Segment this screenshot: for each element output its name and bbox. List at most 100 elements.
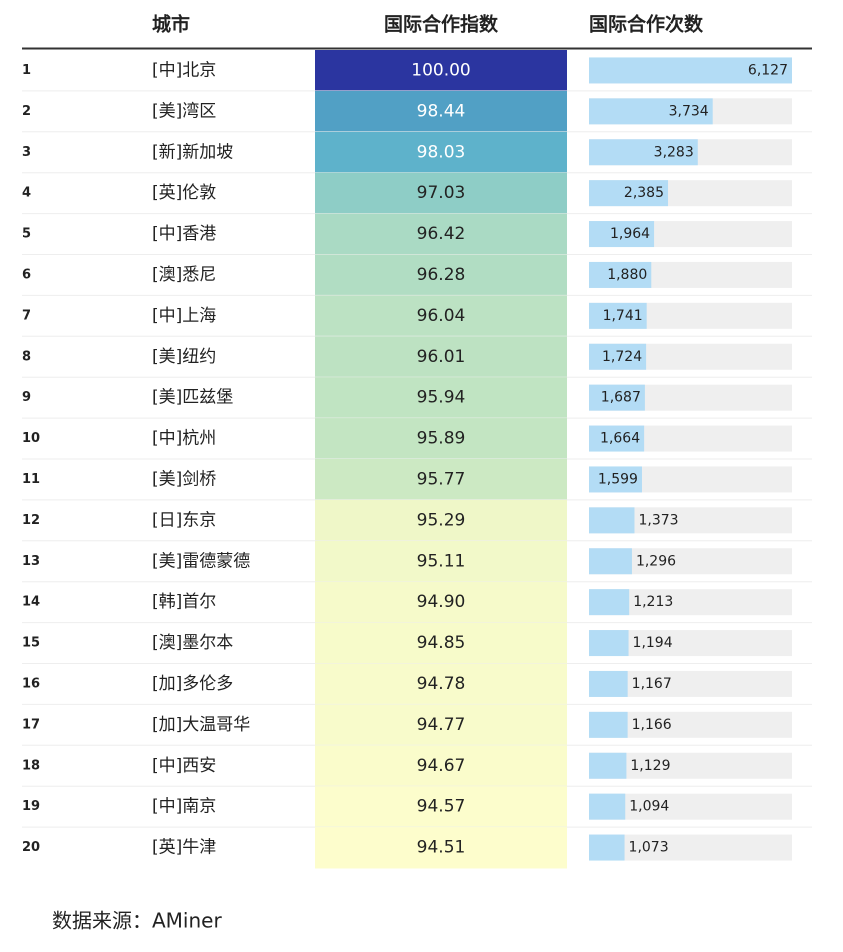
- rank: 3: [22, 145, 31, 160]
- city: [新]新加坡: [152, 142, 233, 162]
- index-cell: [315, 50, 567, 92]
- city: [英]牛津: [152, 838, 216, 858]
- city: [加]大温哥华: [152, 715, 250, 735]
- city: [中]南京: [152, 797, 216, 817]
- count-label: 2,385: [624, 185, 664, 201]
- index-label: 95.89: [417, 429, 466, 449]
- bar: [589, 302, 647, 329]
- count-label: 6,127: [748, 62, 788, 78]
- count-label: 1,194: [633, 635, 673, 651]
- count-label: 1,373: [638, 512, 678, 528]
- bar: [589, 670, 628, 697]
- count-label: 1,213: [633, 594, 673, 610]
- bar: [589, 261, 652, 288]
- bar: [589, 548, 632, 575]
- city: [日]东京: [152, 510, 216, 530]
- index-label: 97.03: [417, 183, 466, 203]
- index-label: 95.11: [417, 551, 466, 571]
- index-label: 94.77: [417, 715, 466, 735]
- count-label: 1,741: [603, 308, 643, 324]
- index-cell: [315, 377, 567, 419]
- rank: 12: [22, 513, 40, 528]
- city: [中]上海: [152, 306, 216, 326]
- rank: 20: [22, 840, 40, 855]
- index-cell: [315, 254, 567, 296]
- rank: 1: [22, 63, 31, 78]
- rank: 16: [22, 676, 40, 691]
- index-label: 98.03: [417, 142, 466, 162]
- bar: [589, 711, 628, 738]
- rank: 19: [22, 799, 40, 814]
- bar: [589, 752, 627, 779]
- index-label: 94.51: [417, 838, 466, 858]
- count-label: 3,283: [654, 144, 694, 160]
- index-cell: [315, 745, 567, 787]
- index-label: 95.94: [417, 388, 466, 408]
- rank: 11: [22, 472, 40, 487]
- bar: [589, 507, 635, 534]
- header-index: 国际合作指数: [384, 13, 499, 36]
- index-cell: [315, 704, 567, 746]
- bar: [589, 834, 625, 861]
- city: [澳]悉尼: [152, 265, 216, 285]
- city: [美]纽约: [152, 347, 216, 367]
- index-label: 95.77: [417, 469, 466, 489]
- city: [中]杭州: [152, 429, 216, 449]
- index-cell: [315, 131, 567, 174]
- bar: [589, 630, 629, 657]
- count-label: 1,724: [602, 349, 642, 365]
- index-label: 94.85: [417, 633, 466, 653]
- city: [英]伦敦: [152, 183, 216, 203]
- rank: 13: [22, 554, 40, 569]
- count-label: 1,664: [600, 431, 640, 447]
- index-label: 95.29: [417, 510, 466, 530]
- rank: 2: [22, 104, 31, 119]
- city: [中]北京: [152, 60, 216, 80]
- city: [美]匹兹堡: [152, 388, 233, 408]
- bar: [589, 221, 655, 248]
- index-label: 98.44: [417, 101, 466, 121]
- rank: 14: [22, 595, 40, 610]
- bar: [589, 180, 669, 207]
- index-cell: [315, 827, 567, 869]
- index-cell: [315, 295, 567, 337]
- header-city: 城市: [152, 13, 190, 36]
- count-label: 1,167: [632, 676, 672, 692]
- index-label: 96.28: [417, 265, 466, 285]
- count-label: 1,073: [629, 840, 669, 856]
- bar: [589, 343, 647, 370]
- rank: 18: [22, 758, 40, 773]
- rank: 10: [22, 431, 40, 446]
- count-label: 1,687: [601, 390, 641, 406]
- index-label: 94.67: [417, 756, 466, 776]
- rank: 17: [22, 717, 40, 732]
- city: [中]西安: [152, 756, 216, 776]
- bar: [589, 425, 645, 452]
- index-cell: [315, 90, 567, 133]
- index-label: 100.00: [411, 60, 470, 80]
- index-cell: [315, 336, 567, 378]
- index-cell: [315, 172, 567, 215]
- bar: [589, 793, 626, 820]
- index-cell: [315, 663, 567, 705]
- city: [美]湾区: [152, 101, 216, 121]
- index-cell: [315, 581, 567, 624]
- count-label: 1,129: [630, 758, 670, 774]
- bar: [589, 589, 630, 616]
- count-label: 1,880: [607, 267, 647, 283]
- bar: [589, 384, 645, 411]
- bar: [589, 466, 642, 493]
- index-cell: [315, 499, 567, 542]
- count-label: 1,166: [632, 717, 672, 733]
- city: [澳]墨尔本: [152, 633, 233, 653]
- index-label: 96.04: [417, 306, 466, 326]
- rank: 9: [22, 390, 31, 405]
- count-label: 1,599: [598, 471, 638, 487]
- rank: 4: [22, 186, 31, 201]
- index-label: 96.01: [417, 347, 466, 367]
- count-label: 1,964: [610, 226, 650, 242]
- index-cell: [315, 622, 567, 664]
- header-count: 国际合作次数: [589, 13, 704, 36]
- index-label: 94.90: [417, 592, 466, 612]
- index-cell: [315, 418, 567, 460]
